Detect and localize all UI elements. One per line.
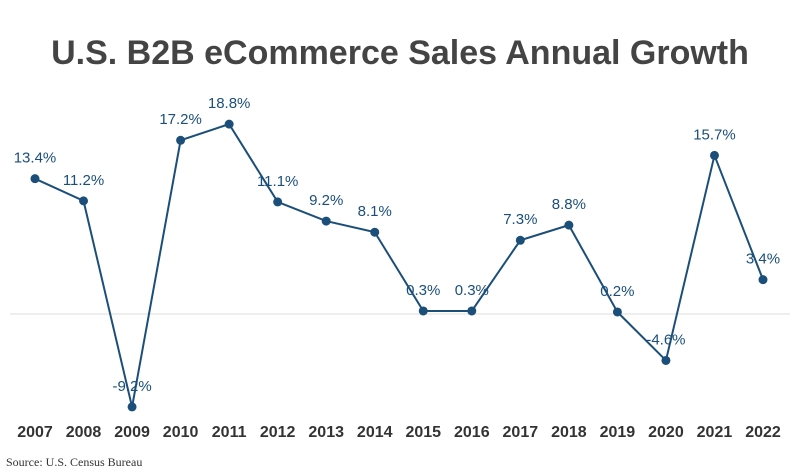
x-tick-label: 2014 [357,424,393,441]
data-line [34,122,764,408]
value-label: 13.4% [14,150,57,167]
data-point [79,196,89,206]
x-tick-label: 2022 [745,424,781,441]
x-tick-label: 2012 [260,424,296,441]
data-point [564,220,574,230]
x-tick-label: 2009 [114,424,150,441]
x-tick-label: 2019 [600,424,636,441]
data-point [370,227,380,237]
x-tick-label: 2021 [697,424,733,441]
x-tick-label: 2015 [405,424,441,441]
value-label: 7.3% [503,211,537,228]
x-tick-label: 2020 [648,424,684,441]
x-tick-label: 2011 [212,424,247,441]
x-tick-label: 2010 [163,424,199,441]
data-point [321,216,331,226]
data-point [515,235,525,245]
value-label: 3.4% [746,251,780,268]
data-point [176,135,186,145]
data-point [612,307,622,317]
value-label: 0.2% [600,283,634,300]
value-label: 15.7% [693,126,736,143]
x-tick-label: 2008 [66,424,102,441]
value-label: 11.2% [63,172,104,189]
value-label: 9.2% [309,192,343,209]
x-tick-label: 2018 [551,424,587,441]
data-point [30,174,40,184]
value-label: 17.2% [159,111,202,128]
x-tick-label: 2016 [454,424,490,441]
value-label: 11.1% [257,173,298,190]
data-point [273,197,283,207]
data-point [418,306,428,316]
value-label: -4.6% [646,331,685,348]
value-label: 8.1% [358,203,392,220]
data-point [661,355,671,365]
data-point [709,150,719,160]
data-point [127,402,137,412]
x-tick-label: 2013 [308,424,344,441]
data-point [224,119,234,129]
source-note: Source: U.S. Census Bureau [6,455,142,469]
value-label: 0.3% [406,282,440,299]
data-point [758,275,768,285]
x-tick-label: 2017 [503,424,539,441]
value-label: -9.2% [112,378,151,395]
data-point [467,306,477,316]
value-label: 8.8% [552,196,586,213]
value-label: 0.3% [455,282,489,299]
x-tick-label: 2007 [17,424,53,441]
chart-title: U.S. B2B eCommerce Sales Annual Growth [51,34,749,72]
value-label: 18.8% [208,95,251,112]
